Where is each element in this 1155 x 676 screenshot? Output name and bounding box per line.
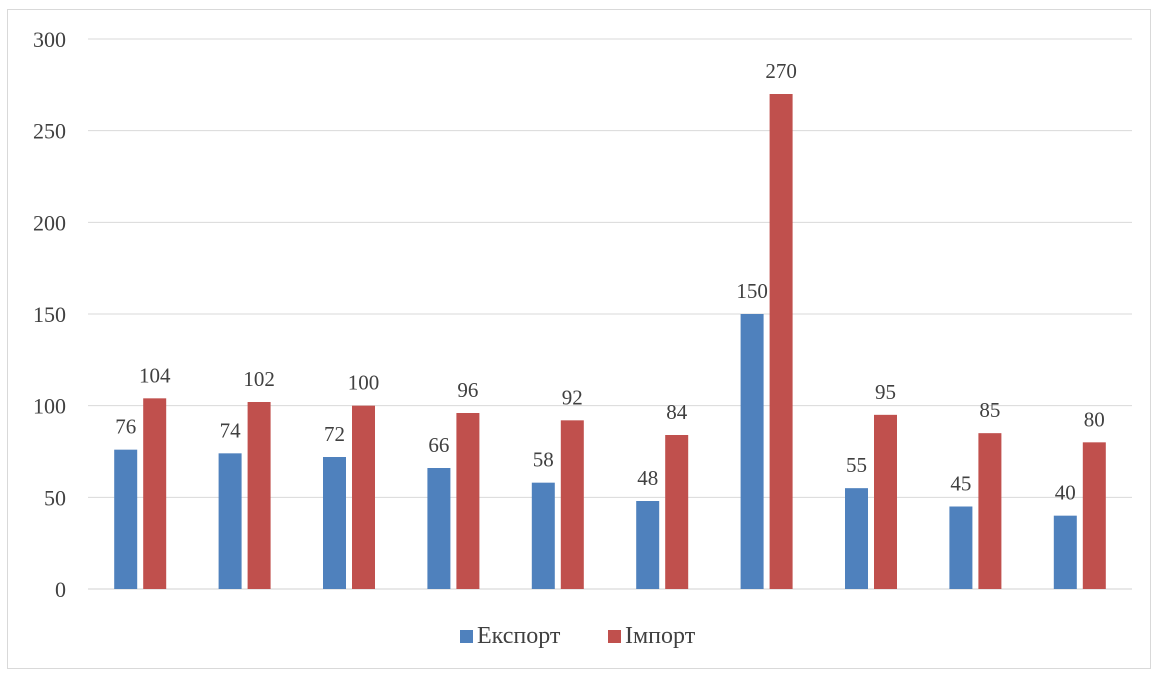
bar-import <box>247 402 271 589</box>
y-tick-label: 50 <box>44 485 66 510</box>
legend-label-export: Експорт <box>477 623 561 649</box>
bar-export <box>845 488 868 589</box>
data-label: 40 <box>1055 481 1076 505</box>
data-label: 95 <box>875 380 896 404</box>
data-label: 84 <box>666 400 688 424</box>
data-label: 96 <box>457 378 478 402</box>
bar-import <box>143 398 167 589</box>
data-label: 48 <box>637 466 658 490</box>
y-tick-label: 300 <box>33 27 66 52</box>
y-tick-label: 200 <box>33 210 66 235</box>
y-axis: 0 50 100 150 200 250 300 <box>33 27 66 602</box>
bar-import <box>769 94 793 589</box>
data-label: 270 <box>765 59 797 83</box>
data-label: 102 <box>243 367 275 391</box>
legend-swatch-import <box>608 630 621 643</box>
legend-swatch-export <box>460 630 473 643</box>
data-label: 150 <box>736 279 768 303</box>
data-label: 66 <box>428 433 449 457</box>
data-label: 58 <box>533 448 554 472</box>
bar-export <box>218 453 242 589</box>
y-tick-label: 0 <box>55 577 66 602</box>
bar-export <box>114 449 138 589</box>
bar-export <box>1053 515 1077 589</box>
bar-import <box>456 413 480 589</box>
bar-import <box>560 420 584 589</box>
y-tick-label: 150 <box>33 302 66 327</box>
data-label: 55 <box>846 453 867 477</box>
bar-export <box>323 457 346 589</box>
data-label: 100 <box>348 371 380 395</box>
bar-export <box>740 314 764 589</box>
bar-import <box>352 405 375 589</box>
y-tick-label: 250 <box>33 119 66 144</box>
data-label: 72 <box>324 422 345 446</box>
data-label: 80 <box>1084 407 1105 431</box>
bar-export <box>427 468 451 589</box>
bar-import <box>665 435 689 589</box>
data-label: 104 <box>139 363 171 387</box>
bar-export <box>636 501 660 589</box>
bar-import <box>978 433 1002 589</box>
data-label: 45 <box>950 472 971 496</box>
bar-import <box>1082 442 1106 589</box>
gridlines <box>88 38 1132 590</box>
bar-export <box>531 482 555 589</box>
data-label: 74 <box>220 418 242 442</box>
legend-label-import: Імпорт <box>625 623 696 649</box>
data-labels: 76 104 74 102 72 100 66 96 58 92 48 84 150 270 55 95 45 8… <box>115 59 1105 505</box>
bars <box>114 94 1106 589</box>
y-tick-label: 100 <box>33 394 66 419</box>
data-label: 76 <box>115 415 136 439</box>
bar-export <box>949 506 973 589</box>
data-label: 92 <box>562 385 583 409</box>
data-label: 85 <box>979 398 1000 422</box>
bar-import <box>874 414 897 589</box>
legend: Експорт Імпорт <box>460 623 696 649</box>
